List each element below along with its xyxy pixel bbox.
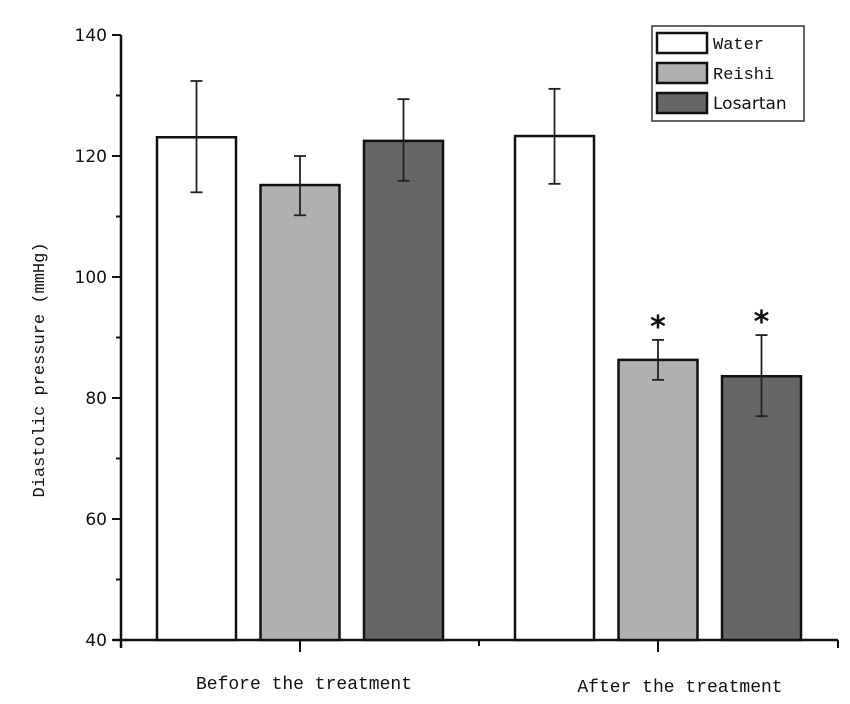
y-tick-label: 40 <box>85 631 107 651</box>
significance-marker: * <box>650 310 666 345</box>
bar-reishi <box>617 358 699 642</box>
bar-losartan <box>362 139 445 642</box>
y-tick-label: 140 <box>75 26 107 46</box>
bar-water <box>513 134 596 642</box>
bars <box>155 80 803 642</box>
x-category-label: After the treatment <box>577 678 782 698</box>
bar-water <box>155 135 238 642</box>
legend-swatch-water <box>655 31 709 55</box>
y-tick-label: 120 <box>75 147 107 167</box>
legend-label: Water <box>713 36 764 55</box>
x-category-label: Before the treatment <box>196 675 412 695</box>
legend: Water Reishi Losartan <box>651 25 805 122</box>
y-tick-label: 60 <box>85 510 107 530</box>
labels: Before the treatment After the treatment *… <box>196 305 783 698</box>
y-axis-label: Diastolic pressure (mmHg) <box>31 242 50 497</box>
y-tick-label: 80 <box>85 389 107 409</box>
legend-swatch-reishi <box>655 61 709 85</box>
bar-reishi <box>259 183 341 642</box>
legend-label: Losartan <box>713 94 787 114</box>
legend-label: Reishi <box>713 66 774 85</box>
legend-swatch-losartan <box>655 91 709 115</box>
significance-marker: * <box>754 305 770 340</box>
y-tick-label: 100 <box>75 268 107 288</box>
